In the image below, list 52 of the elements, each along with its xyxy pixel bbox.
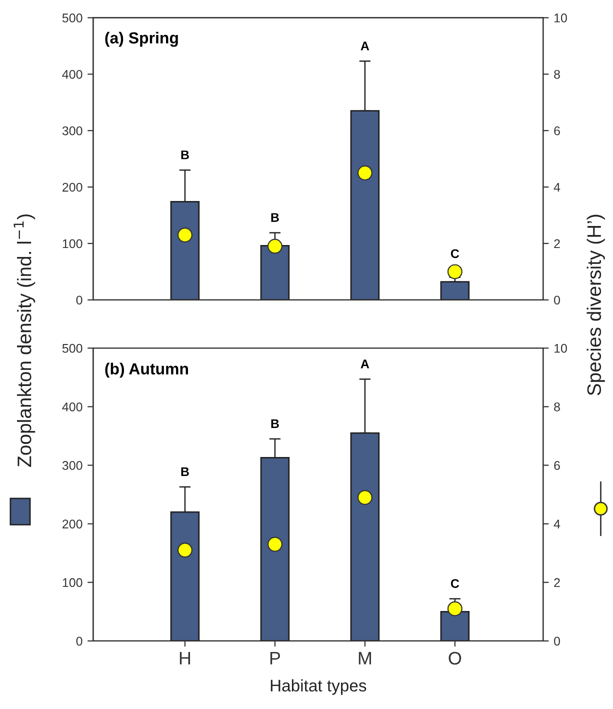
- y-tick-label: 300: [62, 461, 82, 470]
- text: (b) Autumn: [105, 362, 188, 378]
- y2-tick-label: 10: [554, 14, 567, 22]
- point: [447, 264, 462, 280]
- annotation: B: [271, 213, 279, 222]
- annotation: B: [181, 467, 189, 476]
- x-tick-label: H: [180, 652, 190, 664]
- annotation: C: [450, 249, 460, 258]
- y2-tick-label: 6: [554, 461, 560, 470]
- annotation: B: [181, 150, 189, 160]
- point: [177, 228, 192, 243]
- point: [357, 165, 372, 180]
- y-tick-label: 200: [62, 520, 82, 528]
- y-tick-label: 100: [62, 239, 82, 248]
- y2-axis-title: Species diversity (H’): [586, 214, 605, 396]
- y-axis-title: Zooplankton density (ind. l$^{−1}$): [14, 214, 36, 467]
- point: [267, 536, 282, 552]
- y-tick-label: 0: [76, 296, 82, 305]
- annotation: C: [450, 579, 460, 588]
- x-tick-label: O: [448, 652, 462, 665]
- y2-tick-label: 10: [554, 344, 567, 353]
- y2-tick-label: 2: [554, 239, 560, 248]
- y-tick-label: 500: [62, 344, 82, 353]
- y2-tick-label: 4: [554, 182, 560, 192]
- bar: [440, 610, 470, 641]
- bar: [260, 245, 290, 300]
- annotation: A: [360, 42, 370, 50]
- y-tick-label: 400: [62, 70, 82, 79]
- y2-tick-label: 8: [554, 402, 560, 412]
- y2-tick-label: 0: [554, 296, 560, 305]
- annotation: A: [360, 360, 370, 368]
- y2-tick-label: 8: [554, 70, 560, 79]
- annotation: B: [271, 419, 279, 428]
- y-tick-label: 500: [62, 14, 82, 22]
- y-tick-label: 300: [62, 126, 82, 136]
- point: [357, 490, 372, 505]
- y-tick-label: 0: [76, 636, 82, 646]
- point: [177, 542, 192, 558]
- point: [447, 601, 462, 616]
- y2-tick-label: 6: [554, 126, 560, 136]
- y2-tick-label: 4: [554, 520, 560, 528]
- x-tick-label: M: [358, 652, 371, 664]
- y2-tick-label: 0: [554, 636, 560, 646]
- x-tick-label: P: [270, 652, 280, 664]
- y-tick-label: 100: [62, 578, 82, 588]
- bar: [440, 281, 470, 300]
- point: [267, 238, 282, 254]
- y-tick-label: 200: [62, 182, 82, 192]
- y2-tick-label: 2: [554, 578, 560, 587]
- x-axis-title: Habitat types: [270, 679, 366, 695]
- y-tick-label: 400: [62, 402, 82, 412]
- text: (a) Spring: [105, 32, 178, 47]
